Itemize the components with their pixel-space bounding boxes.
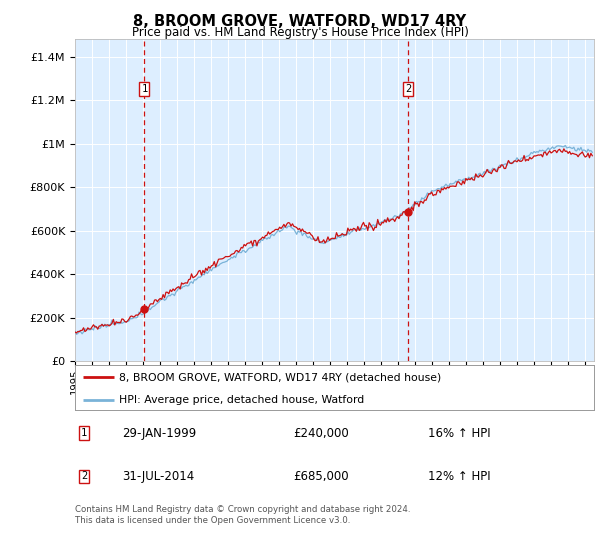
Text: 31-JUL-2014: 31-JUL-2014 bbox=[122, 470, 194, 483]
Text: 1: 1 bbox=[142, 84, 148, 94]
Text: 8, BROOM GROVE, WATFORD, WD17 4RY: 8, BROOM GROVE, WATFORD, WD17 4RY bbox=[133, 14, 467, 29]
Text: £240,000: £240,000 bbox=[293, 427, 349, 440]
Text: Price paid vs. HM Land Registry's House Price Index (HPI): Price paid vs. HM Land Registry's House … bbox=[131, 26, 469, 39]
Text: 12% ↑ HPI: 12% ↑ HPI bbox=[428, 470, 491, 483]
Text: 16% ↑ HPI: 16% ↑ HPI bbox=[428, 427, 491, 440]
Text: Contains HM Land Registry data © Crown copyright and database right 2024.
This d: Contains HM Land Registry data © Crown c… bbox=[75, 505, 410, 525]
Text: £685,000: £685,000 bbox=[293, 470, 349, 483]
Text: 2: 2 bbox=[405, 84, 412, 94]
Text: 2: 2 bbox=[81, 472, 88, 482]
Text: 8, BROOM GROVE, WATFORD, WD17 4RY (detached house): 8, BROOM GROVE, WATFORD, WD17 4RY (detac… bbox=[119, 372, 442, 382]
Text: HPI: Average price, detached house, Watford: HPI: Average price, detached house, Watf… bbox=[119, 395, 364, 405]
Text: 1: 1 bbox=[81, 428, 88, 438]
Text: 29-JAN-1999: 29-JAN-1999 bbox=[122, 427, 196, 440]
